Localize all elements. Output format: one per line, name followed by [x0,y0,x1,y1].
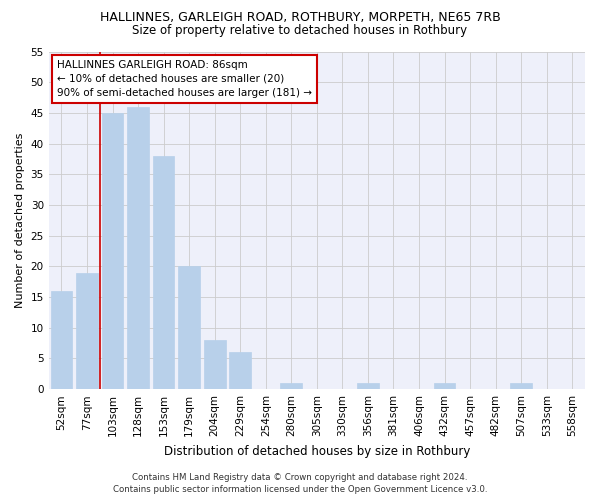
Bar [280,383,302,389]
Bar [50,291,72,389]
Text: Size of property relative to detached houses in Rothbury: Size of property relative to detached ho… [133,24,467,37]
Bar [204,340,226,389]
Bar [434,383,455,389]
Y-axis label: Number of detached properties: Number of detached properties [15,132,25,308]
Text: HALLINNES GARLEIGH ROAD: 86sqm
← 10% of detached houses are smaller (20)
90% of : HALLINNES GARLEIGH ROAD: 86sqm ← 10% of … [57,60,312,98]
Bar [76,272,98,389]
Bar [229,352,251,389]
Bar [101,113,124,389]
X-axis label: Distribution of detached houses by size in Rothbury: Distribution of detached houses by size … [164,444,470,458]
Bar [510,383,532,389]
Text: HALLINNES, GARLEIGH ROAD, ROTHBURY, MORPETH, NE65 7RB: HALLINNES, GARLEIGH ROAD, ROTHBURY, MORP… [100,11,500,24]
Bar [153,156,175,389]
Text: Contains HM Land Registry data © Crown copyright and database right 2024.
Contai: Contains HM Land Registry data © Crown c… [113,472,487,494]
Bar [357,383,379,389]
Bar [127,107,149,389]
Bar [178,266,200,389]
